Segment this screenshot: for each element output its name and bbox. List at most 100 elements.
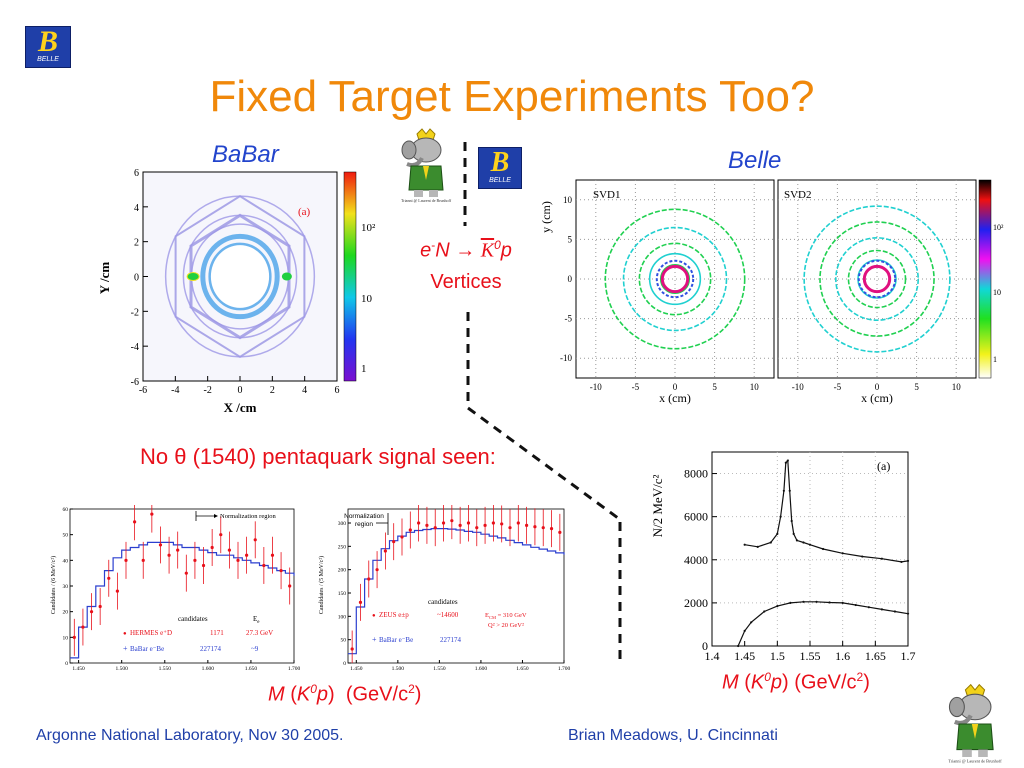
zeus-point-19 (508, 526, 512, 530)
zeus-legend-cand-zeus: ~14600 (437, 611, 459, 619)
hermes-babar-plot: 1.450 1.500 1.550 1.600 1.650 1.700 0 10 20 30 40 5… (50, 505, 300, 672)
zeus-legend-name-zeus: ZEUS e±p (379, 611, 409, 619)
mass-right-unit: (GeV/c (794, 671, 857, 694)
belle-logo-sub: BELLE (37, 56, 59, 63)
belle-mass-plot: 1.4 1.45 1.5 1.55 1.6 1.65 1.7 0 2000 4000 6000 800… (650, 451, 916, 663)
bmass-point-1-1 (743, 629, 746, 633)
belle-logo-small: B BELLE (478, 147, 522, 189)
svd1-xtick-label-1: -5 (632, 382, 640, 392)
zeus-point-1 (358, 600, 363, 604)
zeus-point-10 (433, 526, 437, 530)
zeus-point-20 (516, 521, 520, 525)
belle-cbar-label-10: 10 (993, 288, 1001, 297)
hermes-legend-e-header-main: E (253, 615, 257, 623)
bmass-xtick-label-2: 1.5 (770, 649, 785, 663)
hermes-point-17 (219, 533, 223, 537)
babar-annotation: (a) (298, 206, 311, 218)
belle-ytick-label-4: -10 (560, 353, 572, 363)
hermes-xtick-label-4: 1.650 (245, 666, 258, 672)
belle-logo-small-letter: B (490, 147, 510, 178)
bmass-point-1-5 (789, 601, 792, 604)
zeus-point-24 (549, 527, 554, 531)
babar-ytick-label-1: -4 (131, 342, 139, 353)
babar-ytick-label-5: 4 (134, 203, 139, 214)
babar-cbar-label-100: 10² (361, 222, 376, 234)
mass-left-sq: 2 (408, 682, 415, 696)
hermes-legend-name-hermes: HERMES e⁺D (130, 629, 172, 637)
svd1-xtick-label-0: -10 (590, 382, 602, 392)
belle-cbar-label-1: 1 (993, 355, 997, 364)
bmass-point-0-8 (788, 489, 791, 492)
zeus-energy-cm: CM (489, 615, 496, 620)
footer-left: Argonne National Laboratory, Nov 30 2005… (36, 727, 344, 744)
babar-ytick-label-6: 6 (134, 168, 139, 179)
hermes-point-18 (227, 548, 231, 552)
mass-left-p: p (316, 683, 329, 706)
zeus-ytick-label-2: 100 (338, 614, 347, 620)
zeus-point-11 (441, 521, 446, 525)
belle-ylabel: y (cm) (539, 201, 553, 233)
slide-title: Fixed Target Experiments Too? (209, 72, 815, 121)
bmass-ytick-label-4: 8000 (684, 467, 708, 481)
hermes-point-5 (115, 589, 119, 593)
hermes-ytick-label-4: 40 (63, 558, 69, 564)
bmass-point-1-9 (841, 601, 844, 604)
hermes-xtick-label-5: 1.700 (288, 666, 300, 672)
vertices-label: Vertices (430, 271, 502, 293)
zeus-energy-value: = 310 GeV (496, 612, 527, 619)
hermes-ytick-label-3: 30 (63, 584, 69, 590)
hermes-ytick-label-5: 50 (63, 533, 69, 539)
babar-xtick-label-4: 2 (270, 385, 275, 396)
zeus-point-13 (458, 523, 462, 527)
bmass-point-0-17 (880, 557, 883, 560)
bmass-point-1-2 (750, 621, 753, 624)
babar-xtick-label-6: 6 (335, 385, 340, 396)
hermes-legend-energy-babar: ~9 (251, 645, 259, 653)
svd1-ring-1 (648, 252, 702, 306)
zeus-point-18 (500, 522, 504, 526)
hermes-point-13 (184, 571, 188, 575)
zeus-legend-name-babar: BaBar e⁻Be (379, 636, 413, 644)
zeus-legend-energy-zeus: ECM = 310 GeV (485, 612, 527, 620)
reaction-p: p (500, 239, 512, 262)
zeus-point-0 (350, 647, 354, 651)
svd2-xlabel: x (cm) (861, 391, 893, 405)
babar-beampipe (210, 245, 270, 308)
bmass-point-0-18 (900, 560, 903, 564)
babar-xtick-label-2: -2 (203, 385, 211, 396)
bmass-xtick-label-0: 1.4 (705, 649, 720, 663)
zeus-ytick-label-5: 250 (338, 544, 347, 550)
hermes-point-19 (236, 558, 240, 562)
zeus-frame (347, 508, 565, 664)
zeus-xtick-label-4: 1.650 (516, 666, 529, 672)
bmass-point-0-9 (790, 519, 793, 523)
zeus-ytick-label-1: 50 (341, 638, 347, 644)
bmass-point-0-16 (861, 555, 864, 558)
babar-ylabel: Y /cm (97, 262, 112, 295)
zeus-xtick-label-5: 1.700 (558, 666, 571, 672)
svd1-xlabel: x (cm) (659, 391, 691, 405)
bmass-point-0-19 (906, 559, 910, 562)
mass-right-close: ) (863, 671, 870, 694)
hermes-xtick-label-1: 1.500 (116, 666, 129, 672)
hermes-legend-marker-babar: + (123, 644, 128, 653)
svd2-xtick-label-2: 0 (875, 382, 880, 392)
babar-label: BaBar (212, 141, 279, 168)
mass-left-close: ) (414, 683, 422, 706)
reaction-k0: 0 (494, 238, 501, 252)
zeus-point-21 (525, 523, 529, 527)
hermes-legend-e-header: Ee (253, 615, 260, 625)
belle-mass-annotation: (a) (877, 459, 890, 473)
zeus-xtick-label-3: 1.600 (475, 666, 488, 672)
babar-xtick-label-0: -6 (139, 385, 147, 396)
mass-left-m: M (268, 683, 285, 706)
hermes-point-20 (245, 553, 249, 557)
babar-xlabel: X /cm (224, 400, 257, 415)
babar-hotspot-right (281, 272, 292, 281)
bmass-ytick-label-1: 2000 (684, 596, 708, 610)
mascot-caption-top: Trianni @ Laurent de Brunhoff (401, 198, 452, 203)
bmass-point-0-5 (782, 489, 785, 492)
babar-colorbar (343, 171, 357, 382)
hermes-frame (69, 508, 295, 664)
